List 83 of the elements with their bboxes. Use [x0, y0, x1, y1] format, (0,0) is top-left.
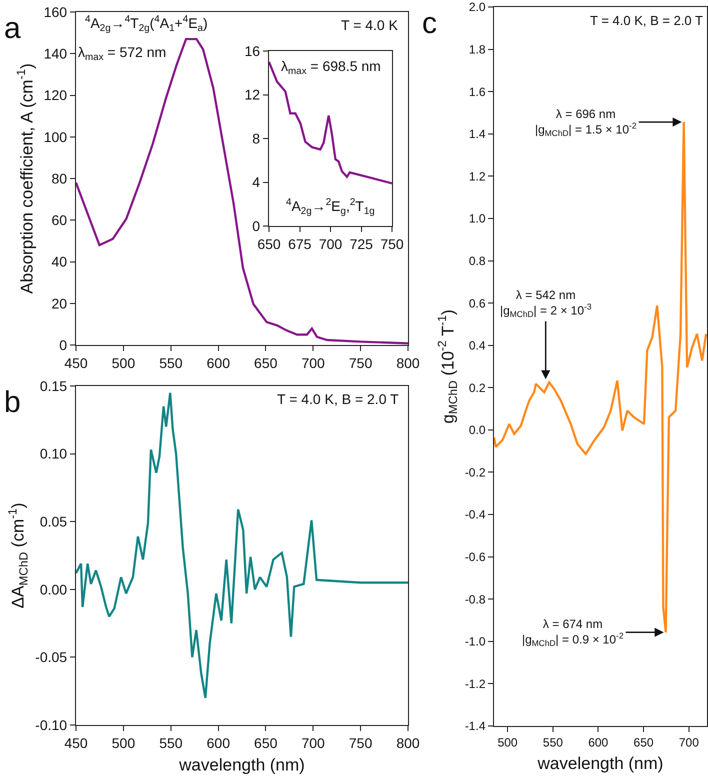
y-tick-label: -1.0: [464, 634, 486, 649]
y-tick-label: -0.2: [464, 465, 486, 480]
line-series: [269, 60, 392, 184]
y-tick-label: 0.4: [468, 338, 486, 353]
annotation: T = 4.0 K, B = 2.0 T: [590, 13, 704, 28]
x-tick-label: 750: [380, 236, 404, 252]
annotation: λ$_{max}$ = 572 nm: [78, 44, 166, 63]
y-tick-label: 0.05: [40, 514, 68, 530]
y-tick-label: -0.8: [464, 592, 486, 606]
x-tick-label: 800: [396, 734, 420, 751]
line-series: [494, 120, 707, 634]
y-tick-label: 8: [252, 130, 260, 146]
x-tick-label: 650: [257, 236, 281, 252]
annotation: λ = 696 nm |g$_{MChD}$| = 1.5 × 10$^{-2}$: [535, 107, 637, 138]
text: $^{4}$A$_{2g}$→$^{4}$T$_{2g}$($^{4}$A$_{1}$+$^{4}$E$_{a}$): [85, 14, 208, 34]
x-tick-label: 500: [112, 354, 136, 371]
chart-title: a: [4, 12, 21, 45]
y-tick-label: 12: [244, 86, 260, 103]
x-axis-title: wavelength (nm): [536, 754, 664, 773]
y-tick-label: 16: [244, 42, 260, 59]
y-tick-label: 1.4: [468, 127, 486, 142]
y-tick-label: -0.4: [464, 508, 486, 522]
x-tick-label: 800: [396, 354, 420, 371]
y-tick-label: -1.4: [464, 719, 486, 734]
y-tick-label: 60: [52, 212, 68, 228]
x-tick-label: 600: [588, 736, 609, 750]
y-tick-label: -1.2: [464, 676, 486, 691]
x-tick-label: 650: [254, 734, 278, 751]
x-tick-label: 700: [678, 736, 700, 750]
x-tick-label: 725: [350, 236, 374, 252]
annotation: T = 4.0 K, B = 2.0 T: [277, 391, 400, 407]
y-tick-label: 1.6: [468, 84, 486, 99]
x-tick-label: 650: [254, 354, 278, 371]
line-series: [76, 392, 408, 699]
y-tick-label: 160: [44, 4, 68, 20]
x-tick-label: 700: [318, 236, 342, 252]
y-tick-label: 0.2: [468, 380, 486, 395]
y-tick-label: 100: [44, 128, 68, 145]
x-tick-label: 700: [301, 354, 326, 371]
annotation: λ = 674 nm |g$_{MChD}$| = 0.9 × 10$^{-2}$: [522, 617, 624, 648]
y-tick-label: 1.0: [468, 212, 486, 226]
annotation: λ$_{max}$ = 698.5 nm: [281, 58, 381, 77]
x-tick-label: 750: [348, 734, 372, 751]
y-tick-label: 4: [252, 174, 260, 190]
x-tick-label: 450: [64, 354, 88, 371]
y-tick-label: 0.8: [468, 254, 486, 268]
y-tick-label: 0: [59, 336, 68, 353]
x-axis-title: wavelength (nm): [178, 755, 305, 774]
y-tick-label: 1.2: [468, 169, 486, 184]
x-tick-label: 750: [348, 354, 372, 371]
chart-title: b: [4, 386, 21, 419]
y-tick-label: 0.15: [40, 378, 68, 394]
text: $^{4}$A$_{2g}$→$^{2}$E$_{g}$,$^{2}$T$_{1g}$: [286, 197, 375, 217]
y-tick-label: 2.0: [468, 0, 486, 14]
x-tick-label: 450: [64, 734, 88, 751]
y-tick-label: 120: [44, 87, 68, 104]
y-tick-label: 0.00: [40, 581, 68, 598]
chart-title: c: [422, 7, 437, 40]
y-tick-label: 0: [252, 218, 260, 234]
y-tick-label: -0.6: [464, 550, 486, 564]
x-tick-label: 550: [159, 734, 183, 751]
x-tick-label: 650: [634, 736, 654, 750]
y-tick-label: -0.05: [35, 649, 68, 666]
y-tick-label: 0.10: [40, 446, 68, 462]
x-tick-label: 550: [542, 736, 564, 750]
annotation: T = 4.0 K: [341, 17, 399, 33]
y-tick-label: 40: [52, 254, 68, 270]
x-tick-label: 600: [206, 734, 230, 751]
y-tick-label: 0.0: [468, 423, 486, 438]
x-tick-label: 500: [498, 736, 518, 750]
line-series: [76, 38, 408, 344]
x-tick-label: 700: [301, 734, 326, 751]
x-tick-label: 675: [288, 236, 312, 252]
y-tick-label: 0.6: [468, 296, 486, 310]
y-tick-label: 80: [52, 170, 68, 186]
y-tick-label: -0.10: [35, 716, 68, 733]
y-tick-label: 20: [52, 295, 68, 312]
annotation: λ = 542 nm |g$_{MChD}$| = 2 × 10$^{-3}$: [500, 288, 592, 320]
x-tick-label: 500: [112, 734, 136, 751]
y-tick-label: 140: [44, 46, 68, 62]
x-tick-label: 550: [159, 354, 183, 371]
y-tick-label: 1.8: [468, 42, 486, 56]
x-tick-label: 600: [206, 354, 230, 371]
